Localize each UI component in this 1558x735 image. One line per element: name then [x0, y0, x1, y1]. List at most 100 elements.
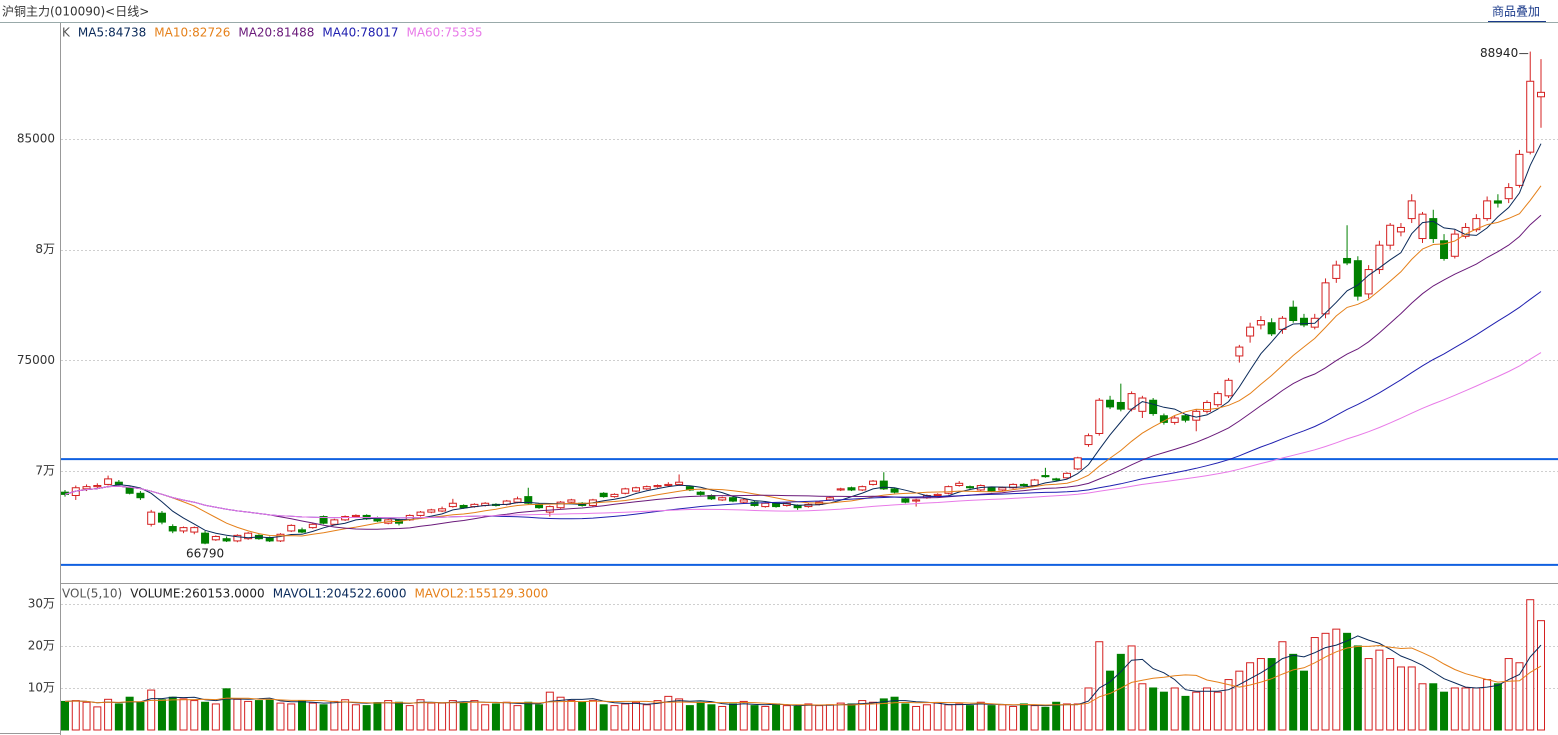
- volume-bar: [319, 704, 328, 731]
- candle-body: [427, 509, 436, 513]
- legend-entry: MA40:78017: [322, 26, 398, 40]
- volume-bar: [998, 704, 1007, 731]
- legend-entry: VOL(5,10): [62, 587, 122, 601]
- candle-body: [1019, 483, 1028, 487]
- legend-entry: MA60:75335: [406, 26, 482, 40]
- candle-body: [190, 527, 199, 533]
- candle-body: [955, 482, 964, 487]
- volume-bar: [179, 698, 188, 731]
- candle-body: [1450, 233, 1459, 257]
- candle-body: [244, 532, 253, 540]
- y-tick-label: 7万: [35, 464, 55, 478]
- volume-bar: [836, 702, 845, 731]
- candle-body: [179, 527, 188, 532]
- volume-bar: [535, 704, 544, 731]
- volume-bar: [265, 699, 274, 731]
- volume-bar: [1450, 687, 1459, 731]
- candle-body: [1299, 317, 1308, 326]
- candle-body: [319, 516, 328, 524]
- volume-bar: [1353, 645, 1362, 731]
- volume-bar: [707, 704, 716, 731]
- volume-bar: [351, 704, 360, 731]
- volume-bar: [394, 701, 403, 731]
- volume-bar: [244, 700, 253, 731]
- volume-bar: [1030, 705, 1039, 731]
- volume-bar: [847, 703, 856, 731]
- volume-bar: [1213, 691, 1222, 731]
- y-tick-label: 10万: [28, 680, 55, 694]
- candle-body: [1073, 457, 1082, 470]
- candle-body: [1127, 393, 1136, 410]
- volume-bar: [1278, 641, 1287, 731]
- volume-bar: [1181, 695, 1190, 731]
- volume-bar: [1052, 701, 1061, 731]
- candle-body: [653, 485, 662, 488]
- volume-bar: [1396, 666, 1405, 731]
- volume-bar: [1332, 628, 1341, 731]
- candle-body: [1224, 379, 1233, 397]
- candle-body: [1461, 226, 1470, 237]
- candle-body: [1192, 410, 1201, 421]
- volume-bar: [621, 703, 630, 731]
- volume-bar: [1019, 703, 1028, 731]
- volume-bar: [513, 705, 522, 731]
- volume-bar: [524, 701, 533, 731]
- volume-bar: [869, 701, 878, 731]
- volume-bar: [1386, 658, 1395, 731]
- volume-bar: [976, 701, 985, 731]
- volume-bar: [373, 702, 382, 731]
- volume-bar: [578, 701, 587, 731]
- volume-bar: [384, 700, 393, 731]
- volume-bar: [1138, 683, 1147, 731]
- candle-body: [599, 492, 608, 498]
- candle-body: [448, 502, 457, 508]
- volume-bar: [1084, 687, 1093, 731]
- volume-bar: [1224, 679, 1233, 731]
- volume-bar: [1515, 662, 1524, 731]
- ma-line: [64, 185, 1542, 537]
- volume-bar: [1493, 683, 1502, 731]
- volume-bar: [761, 705, 770, 731]
- candle-body: [1386, 224, 1395, 246]
- candle-body: [879, 480, 888, 490]
- candle-body: [201, 532, 210, 544]
- high-annotation: 88940: [1480, 46, 1518, 60]
- candle-body: [1483, 200, 1492, 220]
- legend-entry: MAVOL1:204522.6000: [273, 587, 407, 601]
- candle-body: [1504, 187, 1513, 200]
- candle-body: [1256, 320, 1265, 326]
- candle-body: [761, 502, 770, 508]
- candle-body: [211, 535, 220, 541]
- volume-bar: [922, 704, 931, 731]
- candle-body: [1472, 218, 1481, 231]
- candle-body: [1289, 306, 1298, 322]
- volume-bar: [233, 698, 242, 731]
- candle-body: [287, 524, 296, 532]
- candle-body: [933, 493, 942, 497]
- volume-bar: [545, 691, 554, 731]
- candle-body: [1246, 326, 1255, 337]
- volume-bar: [965, 705, 974, 731]
- volume-bar: [1526, 599, 1535, 731]
- volume-bar: [222, 688, 231, 731]
- ma-line: [64, 352, 1542, 519]
- overlay-button[interactable]: 商品叠加: [1492, 4, 1540, 19]
- candle-body: [1526, 80, 1535, 153]
- volume-bar: [567, 700, 576, 731]
- volume-bar: [772, 703, 781, 731]
- candle-body: [1138, 397, 1147, 412]
- candle-body: [1181, 415, 1190, 421]
- candle-body: [847, 487, 856, 491]
- candle-body: [82, 486, 91, 490]
- candle-body: [901, 498, 910, 503]
- candle-body: [1106, 399, 1115, 408]
- volume-bar: [481, 704, 490, 731]
- volume-bar: [405, 705, 414, 731]
- volume-bar: [1472, 687, 1481, 731]
- candle-body: [1353, 260, 1362, 297]
- candle-body: [1396, 226, 1405, 233]
- volume-bar: [190, 700, 199, 731]
- volume-bar: [556, 696, 565, 731]
